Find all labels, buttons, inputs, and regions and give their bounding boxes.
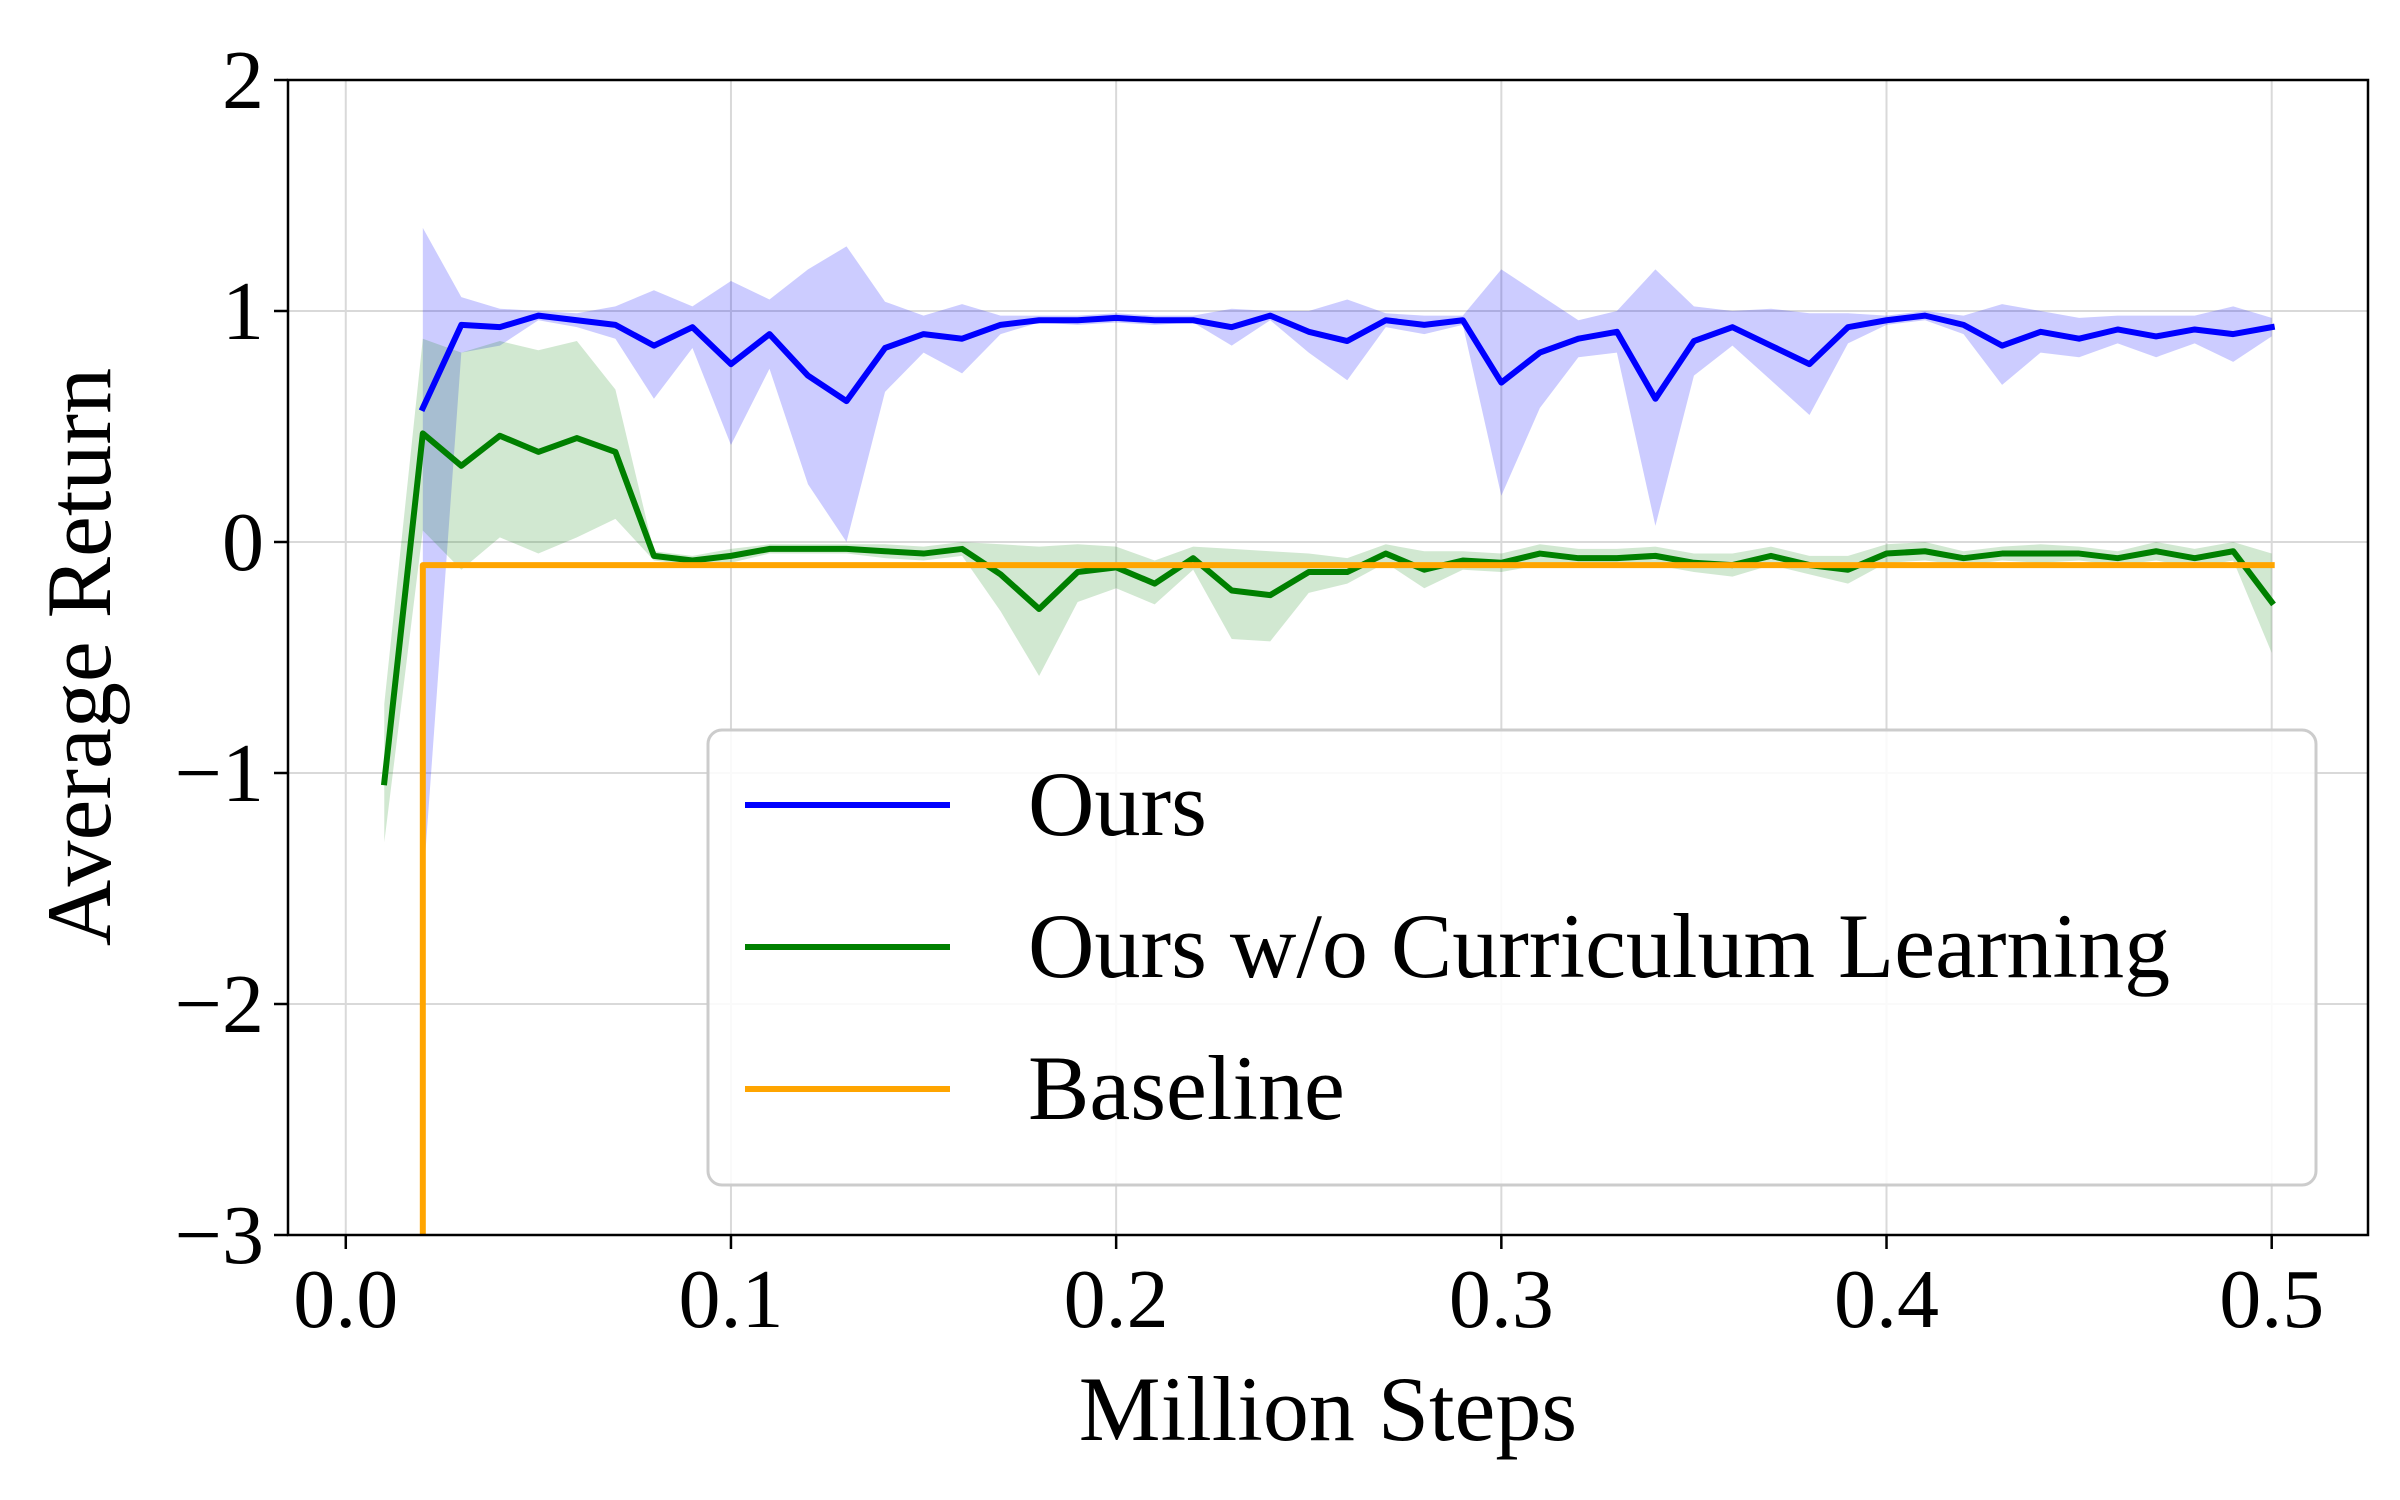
x-axis-ticks: 0.0 0.1 0.2 0.3 0.4 0.5 [293,1235,2324,1346]
band-ours [422,227,2272,889]
y-tick-label: −2 [175,958,264,1051]
x-tick-label: 0.0 [293,1253,398,1346]
x-tick-label: 0.5 [2219,1253,2324,1346]
plot-area [286,78,2370,1237]
series-line-ours-w-o-curriculum-learning [380,430,2276,786]
y-axis-ticks: −3 −2 −1 0 1 2 [175,34,288,1282]
band-ours-w-o-curriculum-learning [384,338,2272,843]
y-tick-label: −1 [175,727,264,820]
series-line-ours [418,312,2276,413]
plot-frame [286,78,2370,1237]
x-tick-label: 0.3 [1449,1253,1554,1346]
series-lines [380,312,2276,1235]
x-tick-label: 0.2 [1064,1253,1169,1346]
x-tick-label: 0.1 [678,1253,783,1346]
x-tick-label: 0.4 [1834,1253,1939,1346]
y-tick-label: 1 [222,265,264,358]
y-tick-label: −3 [175,1189,264,1282]
legend-box [706,728,2318,1187]
legend: Ours Ours w/o Curriculum Learning Baseli… [706,728,2318,1187]
legend-label-baseline: Baseline [1028,1037,1345,1139]
y-tick-label: 2 [222,34,264,127]
legend-label-ours: Ours [1028,753,1207,855]
series-line-baseline [419,562,2275,1235]
legend-label-ours-wo-curriculum: Ours w/o Curriculum Learning [1028,895,2170,997]
confidence-bands [384,227,2272,889]
y-tick-label: 0 [222,496,264,589]
x-axis-title: Million Steps [1079,1358,1577,1460]
y-axis-title: Average Return [28,368,130,946]
